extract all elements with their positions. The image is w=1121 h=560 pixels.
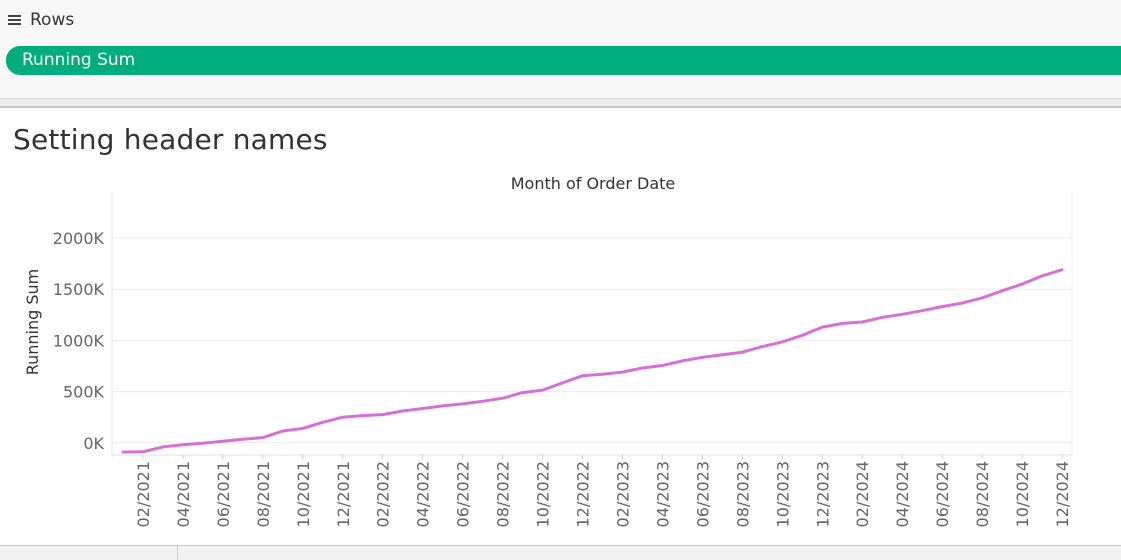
x-tick-label: 10/2023 [773,461,792,527]
x-tick-label: 06/2022 [454,461,473,527]
x-tick-label: 02/2023 [613,461,632,527]
x-tick-label: 04/2021 [174,461,193,527]
x-tick-label: 10/2024 [1013,461,1032,527]
axes: 0K 500K 1000K 1500K 2000K 02/2021 04/2021 06/20… [53,229,1072,527]
x-tick-label: 12/2024 [1053,461,1072,527]
x-tick-label: 02/2021 [134,461,153,527]
running-sum-pill[interactable]: Running Sum [6,46,1121,75]
chart-title: Month of Order Date [511,174,676,193]
series-layer [121,268,1064,454]
status-bar [0,545,1121,560]
x-tick-label: 02/2024 [853,461,872,527]
shelf-area: Rows Running Sum [0,0,1121,98]
x-tick-label: 08/2024 [973,461,992,527]
x-tick-label: 04/2022 [414,461,433,527]
rows-shelf-label: Rows [8,9,74,31]
x-tick-label: 12/2023 [813,461,832,527]
y-tick-label: 1000K [53,331,105,350]
y-tick-label: 1500K [53,280,105,299]
sheet-title: Setting header names [13,123,328,156]
x-tick-label: 12/2021 [334,461,353,527]
divider [0,106,1121,108]
rows-shelf-text: Rows [30,10,75,30]
x-tick-label: 04/2023 [653,461,672,527]
x-tick-label: 12/2022 [574,461,593,527]
x-tick-label: 06/2024 [933,461,952,527]
x-tick-label: 04/2024 [893,461,912,527]
gridlines [111,192,1073,457]
y-tick-label: 2000K [53,229,105,248]
status-divider [177,546,178,560]
x-tick-label: 08/2021 [254,461,273,527]
x-tick-label: 08/2023 [733,461,752,527]
x-tick-label: 10/2021 [294,461,313,527]
divider [0,98,1121,99]
x-tick-label: 10/2022 [534,461,553,527]
x-tick-label: 06/2021 [214,461,233,527]
rows-shelf-icon [8,14,21,26]
divider-band [0,99,1121,106]
y-axis-label: Running Sum [23,269,42,376]
y-tick-label: 0K [83,434,104,453]
x-tick-label: 06/2023 [693,461,712,527]
y-tick-label: 500K [63,383,105,402]
x-tick-label: 02/2022 [374,461,393,527]
x-tick-label: 08/2022 [494,461,513,527]
series-line[interactable] [121,268,1064,454]
